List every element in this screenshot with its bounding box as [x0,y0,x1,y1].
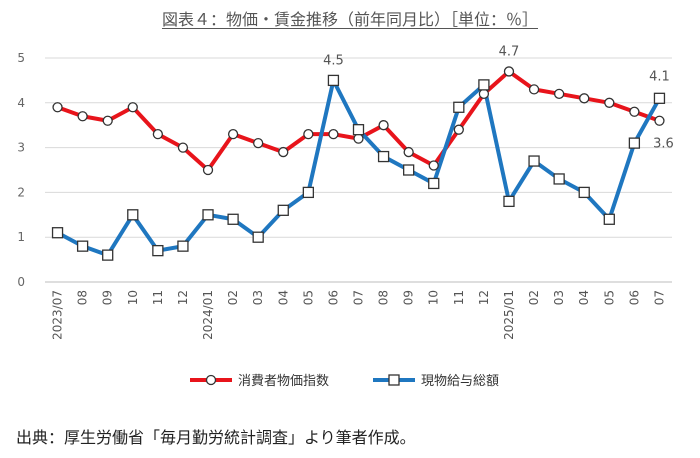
x-tick-label: 04 [276,290,290,305]
x-tick-label: 08 [76,290,90,305]
data-point-cpi [428,160,439,171]
x-tick-label: 02 [527,290,541,305]
data-point-cpi [127,102,138,113]
data-point-cpi [152,129,164,140]
data-point-cpi [177,142,189,153]
x-tick-label: 10 [126,290,140,305]
legend-marker-wage [388,374,400,386]
x-tick-label: 2024/01 [201,290,215,340]
data-point-cpi [553,88,565,99]
source-note: 出典：厚生労働省「毎月勤労統計調査」より筆者作成。 [16,428,416,447]
data-point-cpi [503,66,515,77]
series-line-cpi [56,69,661,172]
y-tick-label: 3 [17,141,25,155]
data-point-cpi [528,84,540,95]
data-point-wage [302,186,314,199]
data-point-wage [603,213,615,225]
data-point-wage [277,204,289,216]
x-tick-label: 07 [352,290,366,305]
y-tick-label: 4 [17,96,25,110]
data-point-cpi [478,88,490,99]
chart-title-text: 図表４：物価・賃金推移（前年同月比）［単位：％］ [161,10,538,29]
data-point-wage [478,79,490,91]
data-point-wage [377,150,390,163]
data-point-cpi [328,129,339,140]
series-line-wage [56,78,662,258]
data-point-wage [403,164,415,176]
y-tick-label: 5 [17,51,25,65]
x-tick-label: 04 [577,290,591,305]
data-point-wage [653,92,666,104]
x-tick-label: 10 [427,290,441,305]
data-point-cpi [403,146,414,158]
data-point-cpi [303,129,314,140]
y-tick-label: 1 [17,230,25,244]
data-point-wage [553,173,565,185]
chart-title: 図表４：物価・賃金推移（前年同月比）［単位：％］ [0,6,700,30]
data-point-wage [76,240,89,252]
data-point-wage [453,101,465,113]
data-point-wage [152,244,164,257]
data-label: 4.1 [649,69,670,84]
data-point-wage [252,231,264,243]
y-tick-label: 2 [17,185,25,199]
data-point-wage [428,177,440,190]
data-point-cpi [579,93,590,104]
x-tick-label: 03 [251,290,265,305]
data-point-wage [102,249,114,261]
data-point-wage [578,186,590,199]
data-point-cpi [378,120,389,131]
x-tick-label: 05 [602,290,616,305]
data-point-cpi [202,164,214,176]
x-tick-label: 2025/01 [502,290,516,340]
data-label: 4.7 [499,44,520,59]
data-point-cpi [278,146,289,158]
data-point-cpi [52,102,63,113]
x-tick-label: 07 [652,290,666,305]
data-point-cpi [77,111,88,122]
data-point-wage [352,124,365,136]
x-tick-label: 05 [301,290,315,305]
data-point-wage [51,227,64,239]
x-tick-label: 02 [226,290,240,305]
data-label: 4.5 [323,53,344,68]
data-point-cpi [654,115,665,126]
data-point-wage [127,209,139,221]
x-tick-label: 06 [326,290,340,305]
x-tick-label: 03 [552,290,566,305]
data-label: 3.6 [653,137,674,152]
data-point-cpi [227,129,239,140]
data-point-cpi [604,97,615,108]
data-point-wage [202,209,214,221]
x-tick-label: 06 [627,290,641,305]
data-point-wage [227,213,239,225]
x-tick-label: 08 [377,290,391,305]
x-tick-label: 09 [101,290,115,305]
x-tick-label: 11 [452,290,466,305]
data-point-cpi [253,137,264,149]
legend-label-cpi: 消費者物価指数 [238,374,329,389]
y-tick-label: 0 [17,275,25,289]
data-point-wage [503,195,515,208]
data-point-cpi [102,115,113,126]
data-point-wage [327,74,340,87]
x-tick-label: 2023/07 [51,290,65,340]
x-tick-label: 12 [477,290,491,305]
x-tick-label: 12 [176,290,190,305]
x-tick-label: 09 [402,290,416,305]
data-point-cpi [353,133,364,144]
data-point-wage [628,137,641,149]
x-tick-label: 11 [151,290,165,305]
data-point-wage [528,155,540,167]
data-point-wage [177,240,189,252]
legend-label-wage: 現物給与総額 [421,374,499,389]
legend-marker-cpi [205,374,217,386]
data-point-cpi [629,106,640,117]
data-point-cpi [453,124,464,135]
